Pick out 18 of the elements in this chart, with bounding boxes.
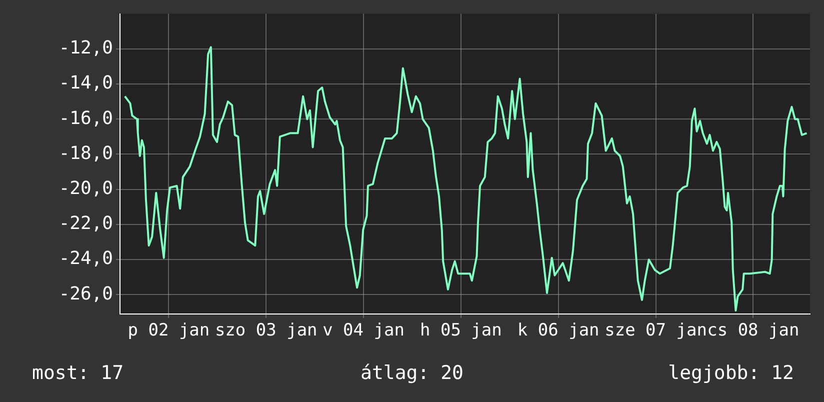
y-tick-label: -22,0	[58, 213, 113, 234]
text: most: 17	[32, 362, 124, 384]
x-tick-label: sze 07 jan	[604, 320, 707, 341]
x-tick-label: k 06 jan	[517, 320, 600, 341]
y-tick-label: -20,0	[58, 178, 113, 200]
y-tick-label: -16,0	[58, 108, 113, 129]
y-tick-label: -12,0	[58, 38, 113, 59]
x-tick-label: h 05 jan	[420, 320, 502, 341]
y-tick-label: -14,0	[58, 72, 113, 94]
y-tick-label: -26,0	[58, 283, 113, 304]
y-tick-label: -18,0	[58, 142, 113, 164]
y-tick-label: -24,0	[58, 248, 113, 270]
x-tick-label: cs 08 jan	[707, 320, 800, 341]
text: átlag: 20	[360, 362, 464, 384]
x-tick-label: p 02 jan	[128, 320, 210, 341]
text: legjobb: 12	[668, 362, 794, 384]
x-tick-label: szo 03 jan	[214, 320, 318, 341]
x-tick-label: v 04 jan	[322, 320, 404, 341]
